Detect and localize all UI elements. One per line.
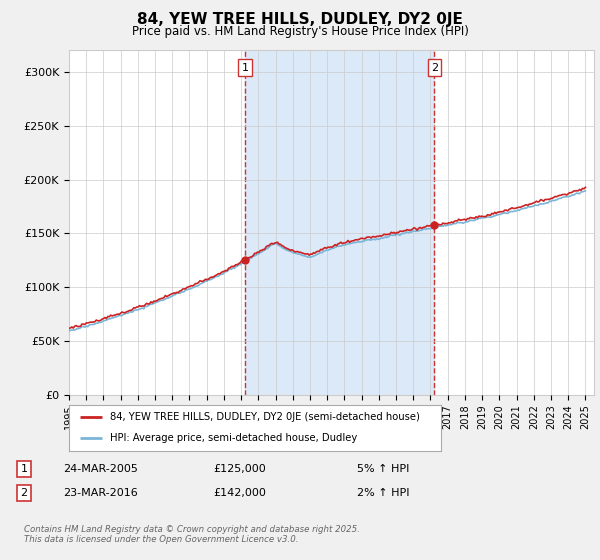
Text: 23-MAR-2016: 23-MAR-2016 (63, 488, 138, 498)
Text: Price paid vs. HM Land Registry's House Price Index (HPI): Price paid vs. HM Land Registry's House … (131, 25, 469, 38)
Text: £142,000: £142,000 (213, 488, 266, 498)
Text: 2: 2 (20, 488, 28, 498)
Text: Contains HM Land Registry data © Crown copyright and database right 2025.
This d: Contains HM Land Registry data © Crown c… (24, 525, 360, 544)
Text: 2: 2 (431, 63, 438, 73)
Text: 1: 1 (20, 464, 28, 474)
Text: 1: 1 (242, 63, 248, 73)
Text: 84, YEW TREE HILLS, DUDLEY, DY2 0JE (semi-detached house): 84, YEW TREE HILLS, DUDLEY, DY2 0JE (sem… (110, 412, 420, 422)
Bar (245, 50, 434, 395)
Text: 2% ↑ HPI: 2% ↑ HPI (357, 488, 409, 498)
Text: 84, YEW TREE HILLS, DUDLEY, DY2 0JE: 84, YEW TREE HILLS, DUDLEY, DY2 0JE (137, 12, 463, 27)
Text: £125,000: £125,000 (213, 464, 266, 474)
Text: 5% ↑ HPI: 5% ↑ HPI (357, 464, 409, 474)
Text: 24-MAR-2005: 24-MAR-2005 (63, 464, 138, 474)
Text: HPI: Average price, semi-detached house, Dudley: HPI: Average price, semi-detached house,… (110, 433, 357, 444)
